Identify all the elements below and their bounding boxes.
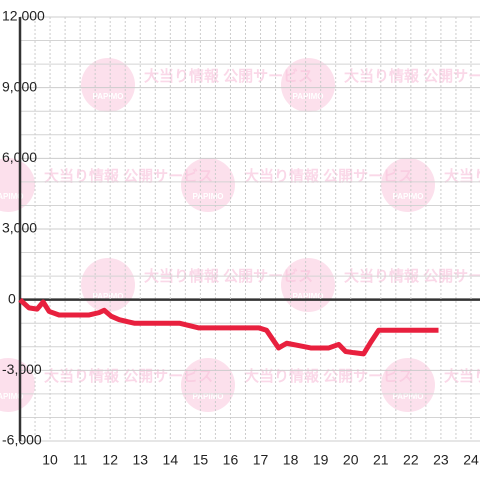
watermark-logo-text: PAPIMO bbox=[193, 192, 224, 201]
watermark-text: 大当り情報 公開サービス bbox=[144, 67, 313, 85]
x-tick-label: 23 bbox=[433, 452, 449, 468]
x-tick-label: 17 bbox=[253, 452, 269, 468]
x-tick-label: 15 bbox=[193, 452, 209, 468]
x-tick-label: 10 bbox=[42, 452, 58, 468]
watermark-logo bbox=[381, 358, 435, 412]
watermark-logo bbox=[0, 358, 35, 412]
x-tick-label: 16 bbox=[223, 452, 239, 468]
watermark-text: 大当り情報 公開サービス bbox=[244, 167, 413, 185]
line-series bbox=[18, 297, 439, 357]
y-tick-label: 12,000 bbox=[2, 8, 45, 24]
watermark-logo-text: PAPIMO bbox=[193, 392, 224, 401]
watermark-logo-text: PAPIMO bbox=[293, 292, 324, 301]
y-tick-label: -3,000 bbox=[2, 361, 42, 377]
watermark-text: 大当り情報 公開サービス bbox=[444, 167, 480, 185]
watermark-logo-text: PAPIMO bbox=[93, 292, 124, 301]
y-tick-label: -6,000 bbox=[2, 432, 42, 448]
watermark-logo-text: PAPIMO bbox=[293, 92, 324, 101]
watermark-logo-text: PAPIMO bbox=[393, 192, 424, 201]
watermark-text: 大当り情報 公開サービス bbox=[44, 367, 213, 385]
watermark-text: 大当り情報 公開サービス bbox=[444, 367, 480, 385]
x-tick-label: 20 bbox=[343, 452, 359, 468]
x-tick-label: 21 bbox=[373, 452, 389, 468]
watermark-logo-text: PAPIMO bbox=[93, 92, 124, 101]
watermark-logo bbox=[281, 258, 335, 312]
x-tick-label: 12 bbox=[102, 452, 118, 468]
watermark-logo-text: PAPIMO bbox=[0, 192, 23, 201]
x-tick-label: 22 bbox=[403, 452, 419, 468]
x-tick-label: 14 bbox=[163, 452, 179, 468]
watermark-text: 大当り情報 公開サービス bbox=[44, 167, 213, 185]
watermark-logo-text: PAPIMO bbox=[0, 392, 23, 401]
watermark-logo bbox=[381, 158, 435, 212]
watermark-logo bbox=[181, 158, 235, 212]
x-tick-label: 13 bbox=[132, 452, 148, 468]
x-tick-label: 18 bbox=[283, 452, 299, 468]
x-tick-label: 24 bbox=[463, 452, 479, 468]
watermark-logo bbox=[81, 258, 135, 312]
watermark-logo bbox=[81, 58, 135, 112]
watermark-text: 大当り情報 公開サービス bbox=[344, 67, 480, 85]
x-tick-label: 11 bbox=[73, 452, 88, 468]
watermark-logo bbox=[281, 58, 335, 112]
x-tick-label: 19 bbox=[313, 452, 329, 468]
watermark-logo bbox=[0, 158, 35, 212]
watermark-logo bbox=[181, 358, 235, 412]
watermark-logo-text: PAPIMO bbox=[393, 392, 424, 401]
y-tick-label: 0 bbox=[8, 290, 16, 306]
watermark-text: 大当り情報 公開サービス bbox=[244, 367, 413, 385]
